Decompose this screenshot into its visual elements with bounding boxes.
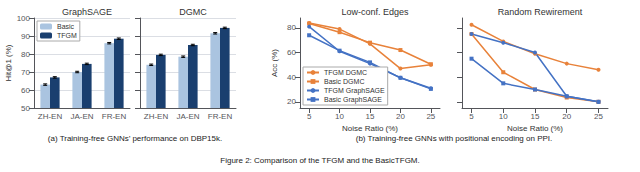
svg-text:FR-EN: FR-EN xyxy=(102,112,127,121)
svg-text:FR-EN: FR-EN xyxy=(208,112,233,121)
svg-text:15: 15 xyxy=(531,112,540,121)
svg-text:Noise Ratio (%): Noise Ratio (%) xyxy=(507,124,563,133)
svg-text:60: 60 xyxy=(21,86,30,95)
svg-text:ZH-EN: ZH-EN xyxy=(144,112,169,121)
svg-text:Basic DGMC: Basic DGMC xyxy=(324,78,364,85)
svg-text:10: 10 xyxy=(335,112,344,121)
svg-text:60: 60 xyxy=(287,48,296,57)
svg-text:GraphSAGE: GraphSAGE xyxy=(62,7,112,17)
svg-text:25: 25 xyxy=(594,112,603,121)
svg-text:25: 25 xyxy=(426,112,435,121)
svg-text:TFGM GraphSAGE: TFGM GraphSAGE xyxy=(324,87,385,95)
svg-text:Low-conf. Edges: Low-conf. Edges xyxy=(341,7,409,17)
svg-text:TFGM DGMC: TFGM DGMC xyxy=(324,69,367,76)
svg-text:80: 80 xyxy=(21,50,30,59)
svg-text:Basic GraphSAGE: Basic GraphSAGE xyxy=(324,96,382,104)
svg-text:Basic: Basic xyxy=(57,23,75,30)
svg-text:20: 20 xyxy=(287,97,296,106)
svg-text:40: 40 xyxy=(287,73,296,82)
svg-text:TFGM: TFGM xyxy=(57,32,77,39)
svg-text:90: 90 xyxy=(21,32,30,41)
svg-text:Figure 2: Comparison of the TF: Figure 2: Comparison of the TFGM and the… xyxy=(220,156,419,165)
svg-text:100: 100 xyxy=(17,14,31,23)
svg-text:Hit@1 (%): Hit@1 (%) xyxy=(4,44,13,81)
svg-text:10: 10 xyxy=(499,112,508,121)
svg-text:Random Rewirement: Random Rewirement xyxy=(498,7,583,17)
svg-text:50: 50 xyxy=(21,104,30,113)
svg-text:Noise Ratio (%): Noise Ratio (%) xyxy=(342,124,398,133)
svg-text:(a) Training-free GNNs’ perfor: (a) Training-free GNNs’ performance on D… xyxy=(48,134,222,143)
svg-text:5: 5 xyxy=(469,112,474,121)
svg-text:70: 70 xyxy=(21,68,30,77)
svg-text:DGMC: DGMC xyxy=(179,7,207,17)
svg-text:20: 20 xyxy=(396,112,405,121)
svg-text:(b) Training-free GNNs with po: (b) Training-free GNNs with positional e… xyxy=(356,134,553,143)
svg-text:JA-EN: JA-EN xyxy=(176,112,199,121)
svg-text:ZH-EN: ZH-EN xyxy=(38,112,63,121)
svg-text:20: 20 xyxy=(562,112,571,121)
svg-text:15: 15 xyxy=(366,112,375,121)
svg-text:Acc (%): Acc (%) xyxy=(270,49,279,77)
svg-text:5: 5 xyxy=(307,112,312,121)
svg-text:80: 80 xyxy=(287,23,296,32)
svg-text:JA-EN: JA-EN xyxy=(70,112,93,121)
